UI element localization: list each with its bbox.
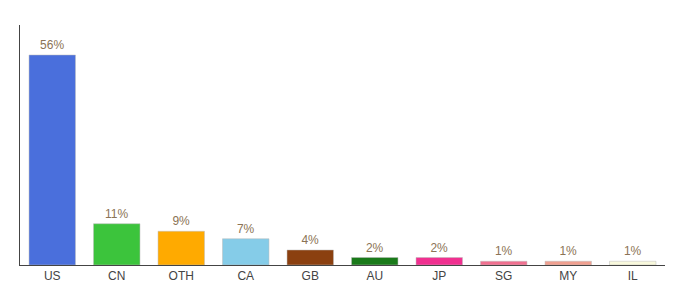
svg-text:CA: CA	[237, 269, 254, 283]
svg-text:US: US	[44, 269, 61, 283]
svg-text:7%: 7%	[237, 222, 255, 236]
svg-text:2%: 2%	[430, 241, 448, 255]
svg-text:CN: CN	[108, 269, 125, 283]
svg-text:IL: IL	[628, 269, 638, 283]
svg-text:2%: 2%	[366, 241, 384, 255]
svg-text:SG: SG	[495, 269, 512, 283]
svg-text:JP: JP	[432, 269, 446, 283]
svg-text:MY: MY	[559, 269, 577, 283]
svg-text:9%: 9%	[172, 214, 190, 228]
svg-text:11%: 11%	[105, 207, 128, 221]
svg-text:1%: 1%	[495, 244, 513, 258]
svg-text:GB: GB	[302, 269, 319, 283]
svg-text:56%: 56%	[40, 38, 64, 52]
svg-text:AU: AU	[366, 269, 383, 283]
svg-text:1%: 1%	[624, 244, 642, 258]
svg-text:1%: 1%	[559, 244, 577, 258]
svg-text:4%: 4%	[301, 233, 319, 247]
svg-text:OTH: OTH	[169, 269, 194, 283]
